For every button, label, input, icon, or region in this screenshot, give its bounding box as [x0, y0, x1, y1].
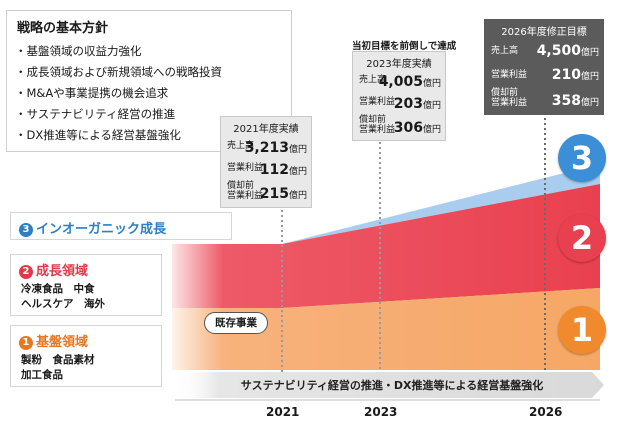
strategy-item: 基盤領域の収益力強化: [15, 41, 222, 62]
ebitda-label-line1: 償却前: [491, 88, 519, 98]
op-profit-label: 営業利益: [491, 70, 528, 80]
foundation-arrow: [175, 372, 604, 398]
base-domain-label: 1 基盤領域 製粉 食品素材 加工食品: [10, 325, 162, 387]
growth-domain-line2: ヘルスケア 海外: [21, 298, 105, 310]
existing-business-pill: 既存事業: [204, 312, 268, 334]
ebitda-value-2021: 215: [259, 186, 289, 202]
unit: 億円: [422, 79, 441, 89]
base-area: [172, 288, 600, 370]
op-profit-value-2021: 112: [259, 162, 289, 178]
inorganic-label-text: インオーガニック成長: [36, 222, 167, 237]
ebitda-value-2026: 358: [551, 93, 581, 109]
growth-domain-label: 2 成長領域 冷凍食品 中食 ヘルスケア 海外: [10, 254, 162, 316]
ebitda-value-2023: 306: [393, 120, 423, 136]
sales-value-2021: 3,213: [244, 140, 289, 156]
strategy-item: M&Aや事業提携の機会追求: [15, 83, 222, 104]
ebitda-label-line2: 営業利益: [359, 125, 396, 135]
strategy-box: 戦略の基本方針 基盤領域の収益力強化 成長領域および新規領域への戦略投資 M&A…: [6, 10, 292, 152]
unit: 億円: [288, 145, 307, 155]
unit: 億円: [288, 167, 307, 177]
op-profit-label: 営業利益: [359, 97, 396, 107]
year-2023: 2023: [364, 405, 398, 419]
base-domain-line2: 加工食品: [21, 369, 63, 381]
result-title-2021: 2021年度実績: [233, 124, 299, 135]
target-title-2026: 2026年度修正目標: [501, 27, 587, 38]
unit: 億円: [288, 191, 307, 201]
badge-3: 3: [19, 223, 33, 237]
ebitda-label-line1: 償却前: [227, 181, 255, 191]
badge-2: 2: [19, 265, 33, 279]
circle-3: 3: [558, 134, 606, 182]
sales-value-2023: 4,005: [378, 74, 423, 90]
ebitda-label-line2: 営業利益: [491, 98, 528, 108]
op-profit-value-2023: 203: [393, 96, 423, 112]
unit: 億円: [422, 125, 441, 135]
result-box-2023: 2023年度実績 売上高 4,005億円 営業利益 203億円 償却前 営業利益…: [352, 51, 446, 141]
growth-label-text: 成長領域: [36, 264, 89, 279]
unit: 億円: [580, 48, 599, 58]
ebitda-label-line1: 償却前: [359, 115, 387, 125]
year-2021: 2021: [266, 405, 300, 419]
result-title-2023: 2023年度実績: [366, 59, 432, 70]
sales-label: 売上高: [227, 141, 255, 151]
inorganic-growth-area: [282, 164, 600, 244]
sales-value-2026: 4,500: [536, 43, 581, 59]
unit: 億円: [580, 72, 599, 82]
unit: 億円: [422, 101, 441, 111]
sales-label: 売上高: [491, 46, 519, 56]
unit: 億円: [580, 98, 599, 108]
circle-1: 1: [558, 306, 606, 354]
foundation-arrow-text: サステナビリティ経営の推進・DX推進等による経営基盤強化: [240, 379, 544, 392]
op-profit-value-2026: 210: [551, 67, 581, 83]
ahead-of-target-note: 当初目標を前倒しで達成: [352, 41, 457, 52]
sales-label: 売上高: [359, 75, 387, 85]
base-domain-line1: 製粉 食品素材: [21, 354, 95, 366]
strategy-item: DX推進等による経営基盤強化: [15, 125, 222, 146]
result-box-2021: 2021年度実績 売上高 3,213億円 営業利益 112億円 償却前 営業利益…: [220, 116, 312, 208]
inorganic-growth-label: 3 インオーガニック成長: [10, 212, 232, 240]
op-profit-label: 営業利益: [227, 163, 264, 173]
strategy-item: 成長領域および新規領域への戦略投資: [15, 62, 223, 83]
base-label-text: 基盤領域: [36, 335, 89, 350]
growth-area: [172, 184, 600, 308]
badge-1: 1: [19, 336, 33, 350]
year-2026: 2026: [529, 405, 563, 419]
strategy-item: サステナビリティ経営の推進: [15, 104, 222, 125]
strategy-title: 戦略の基本方針: [17, 21, 109, 36]
growth-domain-line1: 冷凍食品 中食: [21, 283, 95, 295]
target-box-2026: 2026年度修正目標 売上高 4,500億円 営業利益 210億円 償却前 営業…: [484, 19, 604, 115]
circle-2: 2: [558, 214, 606, 262]
strategy-list: 基盤領域の収益力強化 成長領域および新規領域への戦略投資 M&Aや事業提携の機会…: [15, 41, 223, 146]
ebitda-label-line2: 営業利益: [227, 191, 264, 201]
